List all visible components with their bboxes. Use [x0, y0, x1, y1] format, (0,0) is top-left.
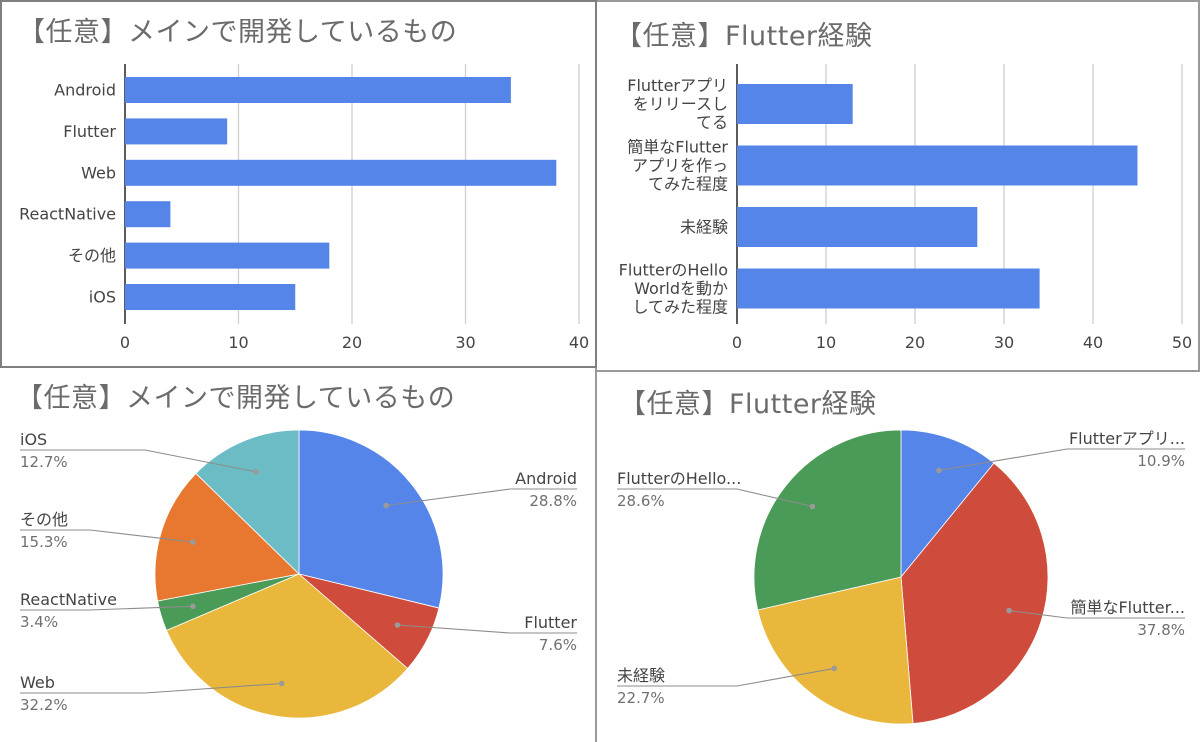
y-category-label: Flutter [63, 122, 116, 141]
chart-title: 【任意】Flutter経験 [615, 21, 873, 52]
y-category-label: Android [54, 81, 116, 100]
y-category-label: ReactNative [19, 205, 116, 224]
bar-chart-main-dev: 0 10 20 30 40 Android Flutter Web ReactNative その他… [19, 64, 589, 352]
slice-label: FlutterのHello... [617, 469, 741, 488]
y-category-label: Flutterアプリ [627, 76, 728, 95]
y-category-label: Worldを動か [634, 279, 728, 298]
leader-line [617, 667, 835, 687]
pie-slice [165, 573, 409, 719]
slice-percent: 22.7% [617, 689, 665, 707]
slice-percent: 28.6% [617, 492, 665, 510]
y-category-label: Web [81, 163, 116, 182]
bar [737, 84, 853, 124]
x-tick-label: 0 [732, 333, 742, 352]
slice-label: Web [20, 673, 55, 692]
pie-chart-flutter-exp: Flutterアプリ... 10.9% 簡単なFlutter... 37.8% 未経験 2… [617, 429, 1185, 725]
leader-line [1009, 610, 1185, 619]
chart-title: 【任意】メインで開発しているもの [18, 17, 458, 48]
pie-slice [757, 576, 914, 725]
slice-percent: 32.2% [20, 696, 68, 714]
leader-dot [936, 467, 942, 474]
y-category-label: アプリを作っ [632, 156, 728, 175]
slice-label: その他 [20, 510, 68, 529]
x-tick-label: 20 [342, 333, 362, 352]
leader-line [20, 529, 193, 543]
slice-percent: 15.3% [20, 533, 68, 551]
bar [125, 284, 296, 310]
x-tick-label: 30 [455, 333, 475, 352]
leader-line [617, 488, 813, 508]
bar-chart-panel-flutter-exp: 【任意】Flutter経験 0 10 20 30 40 50 Flutterアプリ をリリース… [597, 0, 1200, 372]
slice-percent: 3.4% [20, 613, 58, 631]
slice-label: ReactNative [20, 590, 117, 609]
leader-line [386, 488, 577, 507]
y-category-label: てる [696, 113, 728, 132]
slice-label: Flutter [524, 613, 577, 632]
y-category-label: てみた程度 [648, 175, 728, 194]
bar [125, 201, 171, 228]
x-tick-label: 40 [569, 333, 589, 352]
slice-label: iOS [20, 430, 47, 449]
chart-title: 【任意】Flutter経験 [619, 389, 877, 420]
x-tick-label: 50 [1172, 333, 1192, 352]
pie-slice [154, 472, 300, 602]
bar-chart-panel-main-dev: 【任意】メインで開発しているもの 0 10 20 30 40 Android Flutter… [0, 0, 597, 368]
pie-slice [900, 429, 995, 579]
leader-dot [190, 539, 196, 545]
bar [737, 145, 1138, 186]
x-tick-label: 40 [1083, 333, 1103, 352]
leader-dot [278, 680, 285, 687]
slice-percent: 37.8% [1137, 621, 1185, 639]
y-category-label: をリリースし [633, 95, 728, 114]
bar [737, 207, 978, 247]
slice-percent: 10.9% [1137, 452, 1185, 470]
y-category-label: 簡単なFlutter [627, 138, 728, 157]
bar [125, 242, 330, 269]
pie-slice [298, 429, 444, 609]
y-category-label: してみた程度 [632, 298, 728, 317]
pie-chart-panel-main-dev: 【任意】メインで開発しているもの Android 28.8% Flutter 7.6%… [0, 368, 597, 742]
leader-dot [394, 622, 401, 628]
leader-dot [190, 603, 196, 610]
leader-line [938, 448, 1185, 471]
y-category-label: iOS [89, 288, 116, 307]
pie-slice [195, 429, 300, 575]
slice-label: 簡単なFlutter... [1070, 598, 1185, 617]
x-tick-label: 20 [905, 333, 925, 352]
bar [125, 159, 557, 186]
slice-percent: 28.8% [529, 492, 577, 510]
leader-line [20, 682, 282, 694]
pie-chart-panel-flutter-exp: 【任意】Flutter経験 Flutterアプリ... 10.9% 簡単なFlutt… [597, 372, 1200, 742]
leader-dot [809, 503, 816, 510]
bar [125, 77, 511, 103]
pie-slice [753, 429, 902, 611]
bar [125, 118, 228, 145]
x-tick-label: 10 [816, 333, 836, 352]
bar [737, 268, 1040, 309]
leader-line [20, 605, 193, 611]
y-category-label: その他 [68, 246, 116, 265]
bar-chart-flutter-exp: 0 10 20 30 40 50 Flutterアプリをリリースしてる簡単なFlutterア… [619, 64, 1192, 352]
leader-line [20, 449, 257, 473]
pie-slice [900, 462, 1049, 724]
slice-label: Flutterアプリ... [1069, 429, 1185, 448]
leader-line [397, 624, 577, 634]
leader-dot [253, 469, 259, 475]
slice-percent: 12.7% [20, 453, 68, 471]
y-category-label: FlutterのHello [619, 261, 728, 280]
y-category-label: 未経験 [680, 218, 728, 237]
x-tick-label: 0 [120, 333, 130, 352]
x-tick-label: 10 [228, 333, 248, 352]
slice-label: 未経験 [617, 666, 665, 685]
slice-label: Android [515, 469, 577, 488]
pie-chart-main-dev: Android 28.8% Flutter 7.6% Web 32.2% ReactNati… [20, 429, 577, 719]
x-tick-label: 30 [994, 333, 1014, 352]
leader-dot [831, 665, 837, 672]
chart-title: 【任意】メインで開発しているもの [16, 383, 456, 414]
leader-dot [383, 502, 390, 509]
slice-percent: 7.6% [539, 636, 577, 654]
leader-dot [1006, 607, 1012, 614]
